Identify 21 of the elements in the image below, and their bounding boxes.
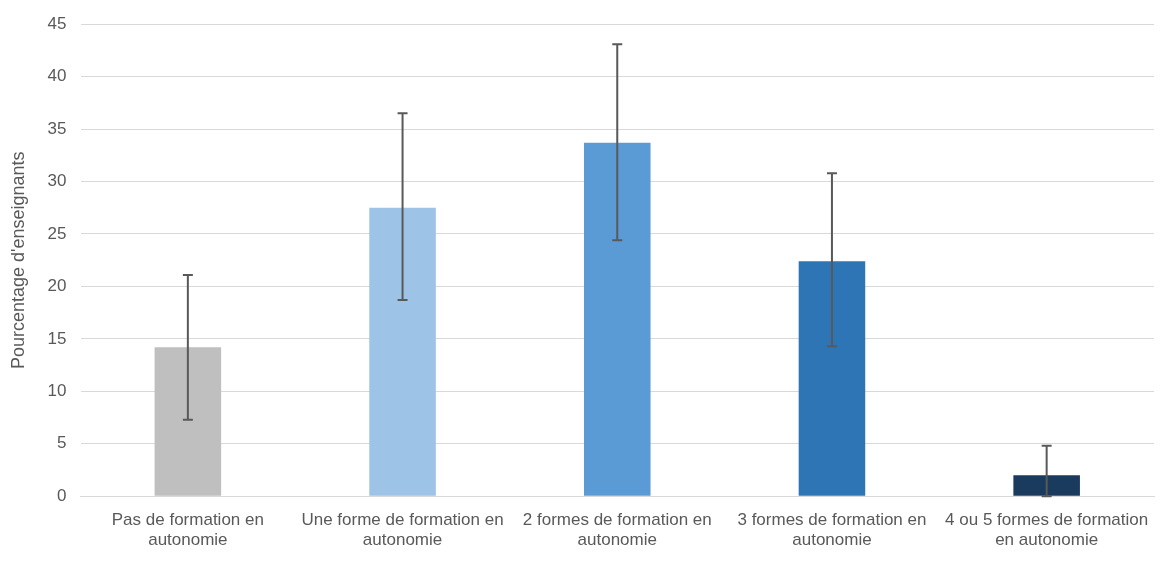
- y-tick-label: 5: [57, 433, 67, 453]
- y-tick-label: 35: [47, 118, 67, 138]
- x-tick-label: 2 formes de formation en autonomie: [522, 510, 712, 550]
- bar: [154, 347, 222, 496]
- y-tick-label: 25: [47, 223, 67, 243]
- y-axis-title: Pourcentage d'enseignants: [7, 151, 28, 369]
- y-tick-label: 45: [47, 13, 67, 33]
- y-tick-label: 15: [47, 328, 67, 348]
- y-tick-label: 20: [47, 276, 67, 296]
- x-tick-label: 4 ou 5 formes de formation en autonomie: [945, 510, 1149, 550]
- y-tick-label: 40: [47, 66, 67, 86]
- x-tick-label: 3 formes de formation en autonomie: [737, 510, 927, 550]
- y-tick-label: 30: [47, 171, 67, 191]
- y-tick-label: 0: [57, 485, 67, 505]
- bar: [798, 261, 866, 496]
- x-tick-label: Une forme de formation en autonomie: [301, 510, 504, 550]
- bar: [583, 142, 651, 496]
- x-tick-label: Pas de formation en autonomie: [111, 510, 264, 550]
- bar: [1013, 475, 1080, 496]
- bar: [369, 207, 436, 496]
- y-tick-label: 10: [47, 381, 67, 400]
